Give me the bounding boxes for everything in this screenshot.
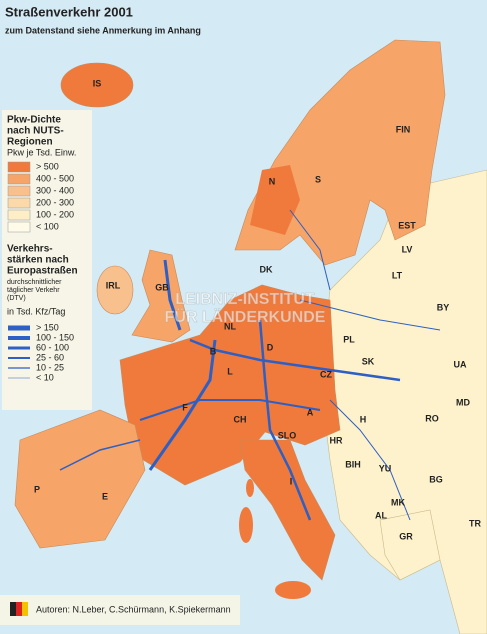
country-label: HR (330, 435, 343, 445)
country-label: D (267, 342, 274, 352)
country-label: CZ (320, 369, 332, 379)
country-label: IS (93, 78, 102, 88)
watermark-text: LEIBNIZ-INSTITUT (175, 291, 315, 308)
country-label: FIN (396, 124, 411, 134)
credits-panel (0, 595, 240, 625)
legend-label: < 100 (36, 221, 59, 231)
country-label: S (315, 174, 321, 184)
region-dense (250, 165, 300, 235)
country-label: DK (260, 264, 273, 274)
legend-title: Regionen (7, 137, 53, 148)
country-label: RO (425, 413, 439, 423)
land-iceland (60, 62, 134, 108)
title: Straßenverkehr 2001 (5, 4, 133, 19)
country-label: AL (375, 510, 387, 520)
legend-label: > 500 (36, 161, 59, 171)
country-label: N (269, 176, 276, 186)
legend-label: 100 - 150 (36, 332, 74, 342)
legend-swatch (7, 209, 31, 221)
country-label: YU (379, 463, 392, 473)
country-label: L (227, 366, 233, 376)
legend-label: 10 - 25 (36, 362, 64, 372)
country-label: I (290, 476, 293, 486)
land-italy (239, 439, 336, 581)
legend-title: Pkw-Dichte (7, 115, 61, 126)
country-label: GR (399, 531, 413, 541)
legend-label: 25 - 60 (36, 352, 64, 362)
legend-label: 300 - 400 (36, 185, 74, 195)
legend-swatch (7, 185, 31, 197)
roads (59, 209, 441, 521)
country-label: B (210, 346, 217, 356)
country-label: LT (392, 270, 403, 280)
legend-label: 100 - 200 (36, 209, 74, 219)
legend-unit: Pkw je Tsd. Einw. (7, 147, 76, 157)
land-ireland (96, 265, 134, 315)
country-label: SLO (278, 430, 297, 440)
country-label: F (182, 402, 188, 412)
country-label: BG (429, 474, 443, 484)
subtitle: zum Datenstand siehe Anmerkung im Anhang (5, 25, 201, 35)
legend-label: > 150 (36, 322, 59, 332)
country-label: PL (343, 334, 355, 344)
country-label: LV (402, 244, 413, 254)
legend-label: 60 - 100 (36, 342, 69, 352)
legend-panel (2, 110, 92, 410)
legend-note: (DTV) (7, 295, 26, 302)
legend-title: Europastraßen (7, 266, 78, 277)
country-label: NL (224, 321, 236, 331)
legend-note: täglicher Verkehr (7, 287, 60, 294)
legend-label: < 10 (36, 372, 54, 382)
legend-swatch (7, 161, 31, 173)
legend-note: durchschnittlicher (7, 279, 62, 286)
land-greece (379, 509, 441, 581)
country-label: MK (391, 497, 405, 507)
country-label: E (102, 491, 108, 501)
land-sardinia (239, 507, 253, 543)
country-label: CH (234, 414, 247, 424)
country-label: GB (155, 282, 169, 292)
legend-label: 200 - 300 (36, 197, 74, 207)
country-labels: IS FIN N S EST LV LT DK IRL GB NL PL BY B D L CZ UA F SK MD C… (34, 78, 482, 541)
legend-title: stärken nach (7, 255, 69, 266)
legend-swatch (7, 221, 31, 233)
legend-title: nach NUTS- (7, 126, 64, 137)
land-iberia (14, 409, 146, 549)
credits: Autoren: N.Leber, C.Schürmann, K.Spieker… (36, 604, 231, 614)
country-label: EST (398, 220, 416, 230)
logo (10, 602, 28, 616)
legend-swatch (7, 173, 31, 185)
land-corsica (246, 479, 254, 497)
country-label: BY (437, 302, 450, 312)
legend-unit: in Tsd. Kfz/Tag (7, 306, 65, 316)
country-label: BIH (345, 459, 361, 469)
country-label: A (307, 407, 314, 417)
country-label: IRL (106, 280, 121, 290)
legend-title: Verkehrs- (7, 244, 53, 255)
legend-label: 400 - 500 (36, 173, 74, 183)
country-label: TR (469, 518, 481, 528)
legend-swatch (7, 197, 31, 209)
land-sicily (275, 581, 311, 599)
country-label: UA (454, 359, 467, 369)
country-label: P (34, 484, 40, 494)
watermark-text: FÜR LÄNDERKUNDE (165, 307, 326, 326)
country-label: MD (456, 397, 470, 407)
country-label: SK (362, 356, 375, 366)
country-label: H (360, 414, 367, 424)
